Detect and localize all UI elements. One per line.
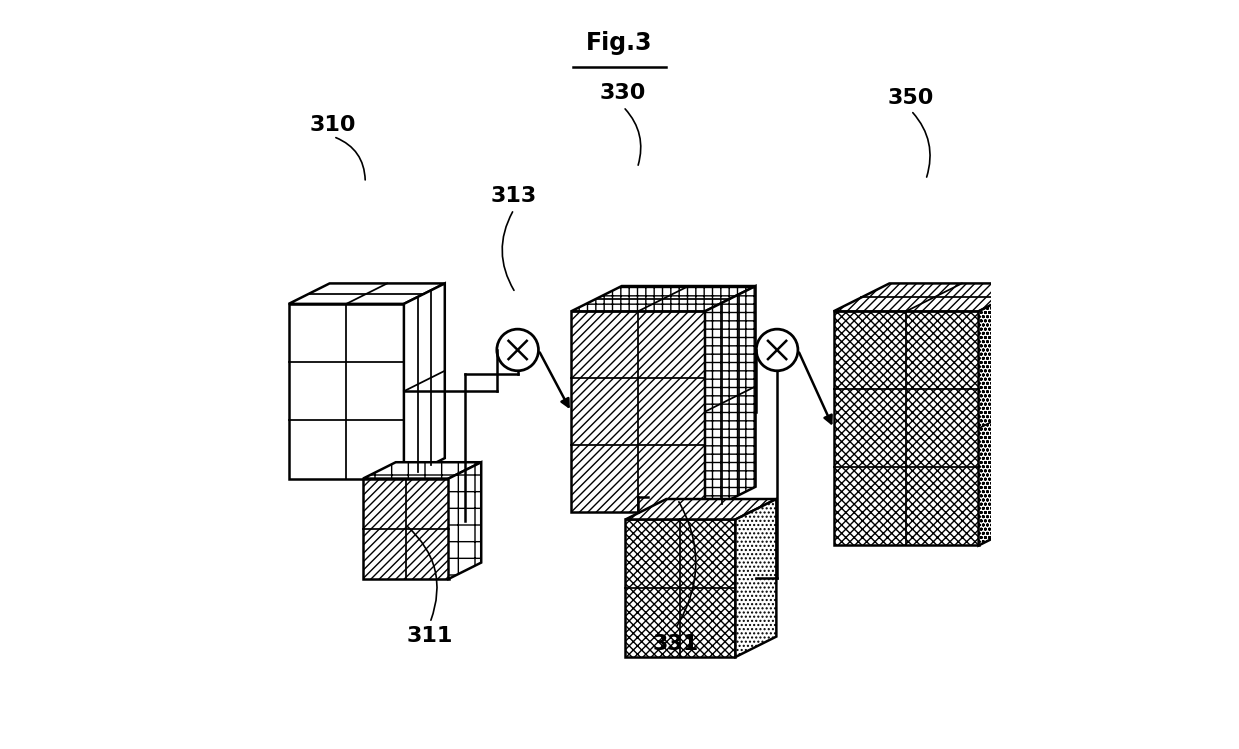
Polygon shape bbox=[626, 499, 777, 520]
Polygon shape bbox=[736, 499, 777, 657]
Text: 330: 330 bbox=[600, 83, 647, 103]
Polygon shape bbox=[571, 286, 756, 312]
Polygon shape bbox=[449, 462, 481, 579]
Polygon shape bbox=[363, 462, 481, 479]
Polygon shape bbox=[289, 304, 404, 479]
Polygon shape bbox=[404, 283, 445, 479]
Polygon shape bbox=[979, 283, 1035, 545]
Text: Fig.3: Fig.3 bbox=[586, 31, 653, 55]
Text: 310: 310 bbox=[310, 115, 357, 136]
Polygon shape bbox=[834, 312, 979, 545]
Polygon shape bbox=[626, 520, 736, 657]
Polygon shape bbox=[363, 479, 449, 579]
Polygon shape bbox=[571, 312, 705, 512]
Text: 311: 311 bbox=[406, 626, 453, 646]
Polygon shape bbox=[834, 283, 1035, 312]
Text: 313: 313 bbox=[491, 186, 536, 206]
Text: 331: 331 bbox=[652, 634, 699, 654]
Text: 350: 350 bbox=[887, 88, 934, 108]
Polygon shape bbox=[705, 286, 756, 512]
Polygon shape bbox=[289, 283, 445, 304]
